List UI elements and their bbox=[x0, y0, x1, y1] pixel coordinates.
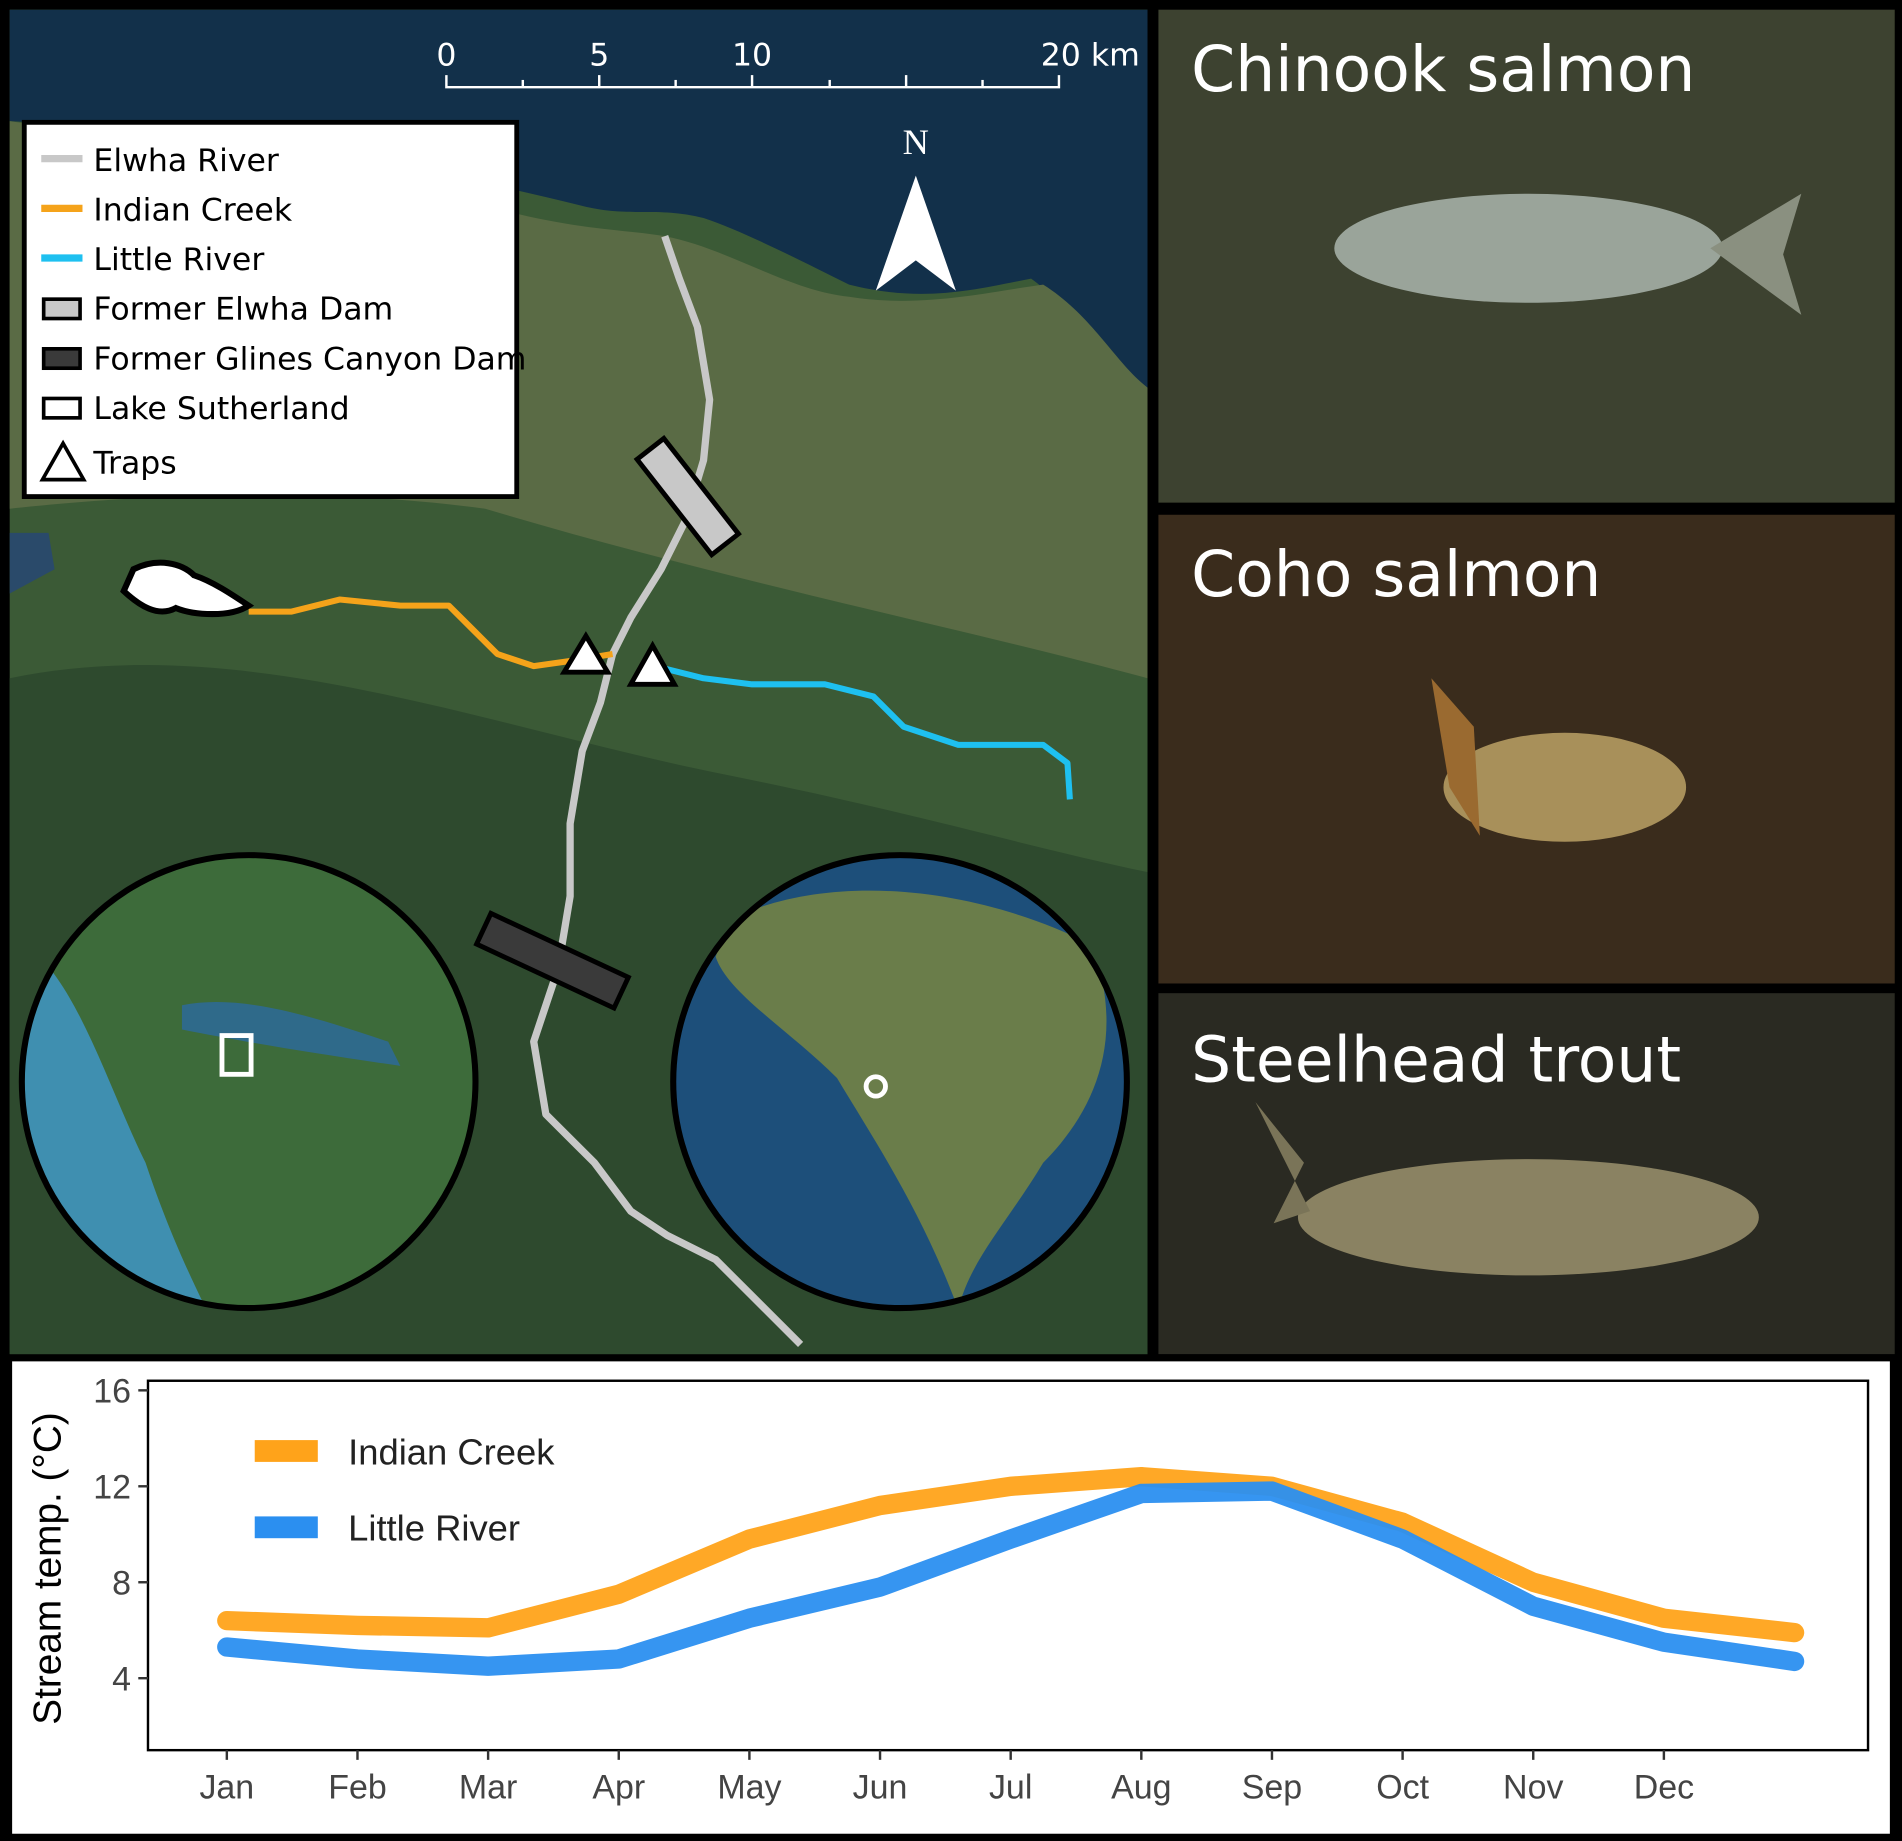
legend-label: Indian Creek bbox=[348, 1431, 555, 1472]
series-line bbox=[217, 1481, 1805, 1676]
photo-caption: Steelhead trout bbox=[1191, 1024, 1681, 1097]
north-label: N bbox=[903, 122, 929, 162]
fish bbox=[1297, 1159, 1759, 1276]
legend-label: Lake Sutherland bbox=[93, 391, 349, 427]
legend-label: Indian Creek bbox=[93, 192, 292, 228]
legend-swatch bbox=[41, 396, 82, 420]
y-tick-label: 12 bbox=[93, 1468, 131, 1506]
indian-creek bbox=[248, 596, 614, 670]
x-tick-label: Apr bbox=[592, 1769, 645, 1807]
photo-caption: Coho salmon bbox=[1191, 538, 1601, 611]
series-line bbox=[217, 1467, 1805, 1643]
scale-label: 20 km bbox=[1041, 37, 1140, 73]
map: 0 5 10 20 km N Elw bbox=[9, 9, 1148, 1355]
scale-ticks bbox=[521, 75, 984, 88]
scale-label: 10 bbox=[732, 37, 772, 73]
map-legend bbox=[21, 119, 520, 500]
x-tick-label: Aug bbox=[1111, 1769, 1171, 1807]
x-tick-label: May bbox=[717, 1769, 781, 1807]
scale-label: 5 bbox=[589, 37, 609, 73]
fish-tail bbox=[1710, 193, 1802, 315]
plot-area bbox=[146, 1379, 1870, 1752]
little-river bbox=[654, 663, 1073, 800]
inset-continental bbox=[675, 857, 1125, 1306]
fish bbox=[1334, 193, 1723, 303]
inset-border bbox=[18, 852, 479, 1312]
legend-label: Little River bbox=[93, 242, 264, 278]
legend-swatch bbox=[254, 1516, 318, 1539]
chart: 4 8 12 16 Jan Feb Mar Apr May Jun Jul Aug Sep Oct Nov D… bbox=[93, 1372, 1870, 1807]
legend-label: Former Glines Canyon Dam bbox=[93, 341, 526, 377]
legend-label: Traps bbox=[92, 446, 176, 482]
former-elwha-dam bbox=[633, 435, 742, 559]
fish-tail bbox=[1431, 678, 1480, 836]
trap bbox=[559, 631, 613, 675]
x-tick-label: Sep bbox=[1242, 1769, 1302, 1807]
former-glines-canyon-dam bbox=[473, 910, 632, 1012]
sea bbox=[9, 9, 1148, 388]
y-axis-title: Stream temp. (°C) bbox=[27, 1412, 70, 1725]
legend-swatch bbox=[41, 347, 82, 371]
x-tick-label: Jul bbox=[989, 1769, 1032, 1807]
photo-caption: Chinook salmon bbox=[1191, 33, 1695, 106]
lake-sutherland bbox=[120, 559, 255, 618]
y-tick-label: 4 bbox=[112, 1660, 131, 1698]
y-tick-label: 8 bbox=[112, 1564, 131, 1602]
photos: Chinook salmon Coho salmon Steelhead tro… bbox=[1158, 9, 1895, 1355]
legend-label: Former Elwha Dam bbox=[93, 292, 393, 328]
lake bbox=[9, 532, 55, 594]
north-arrow bbox=[875, 175, 956, 291]
x-tick-label: Jun bbox=[853, 1769, 908, 1807]
x-tick-label: Feb bbox=[328, 1769, 386, 1807]
fish-tail bbox=[1255, 1102, 1311, 1224]
x-tick-label: Nov bbox=[1503, 1769, 1563, 1807]
scale-label: 0 bbox=[436, 37, 456, 73]
x-tick-label: Oct bbox=[1376, 1769, 1429, 1807]
legend-swatch bbox=[39, 439, 87, 482]
legend-label: Little River bbox=[348, 1508, 520, 1549]
x-tick-label: Mar bbox=[459, 1769, 517, 1807]
x-tick-label: Dec bbox=[1634, 1769, 1694, 1807]
inset-border bbox=[670, 852, 1130, 1312]
fish bbox=[1443, 732, 1687, 842]
elwha-river bbox=[530, 235, 804, 1347]
legend-label: Elwha River bbox=[93, 143, 278, 179]
x-tick-label: Jan bbox=[199, 1769, 254, 1807]
trap bbox=[626, 640, 679, 687]
legend-swatch bbox=[41, 297, 82, 321]
y-tick-label: 16 bbox=[93, 1372, 131, 1410]
legend-swatch bbox=[254, 1440, 318, 1462]
